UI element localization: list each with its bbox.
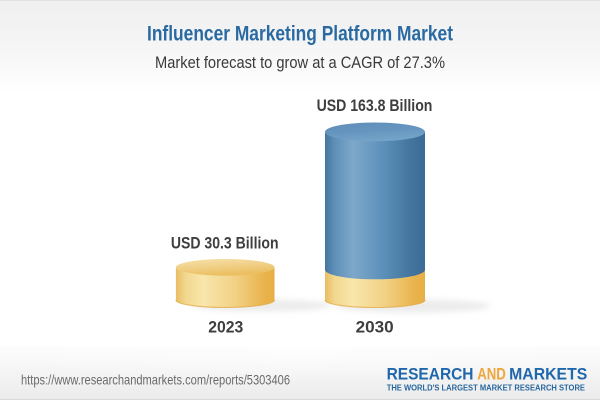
svg-text:THE WORLD'S LARGEST MARKET RES: THE WORLD'S LARGEST MARKET RESEARCH STOR… xyxy=(387,384,586,393)
svg-text:MARKETS: MARKETS xyxy=(509,364,587,383)
svg-text:USD 30.3 Billion: USD 30.3 Billion xyxy=(171,234,279,253)
svg-text:2030: 2030 xyxy=(356,319,394,337)
svg-text:USD 163.8 Billion: USD 163.8 Billion xyxy=(317,96,433,115)
svg-text:https://www.researchandmarkets: https://www.researchandmarkets.com/repor… xyxy=(21,371,290,387)
svg-text:2023: 2023 xyxy=(208,319,243,337)
svg-text:AND: AND xyxy=(477,364,506,383)
svg-text:Influencer Marketing Platform: Influencer Marketing Platform Market xyxy=(147,22,453,46)
svg-text:RESEARCH: RESEARCH xyxy=(387,364,474,383)
svg-text:Market forecast to grow at a C: Market forecast to grow at a CAGR of 27.… xyxy=(155,53,445,72)
